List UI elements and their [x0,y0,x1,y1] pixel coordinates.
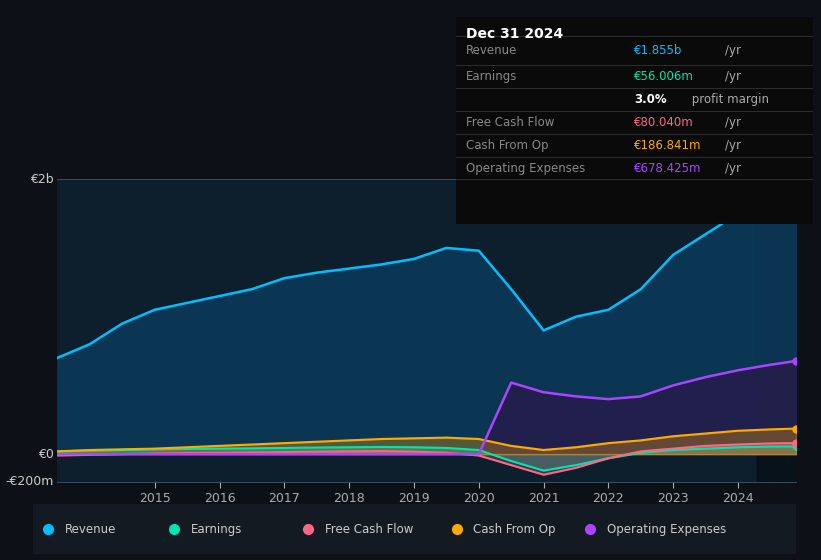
Text: /yr: /yr [725,139,741,152]
Text: Earnings: Earnings [191,522,242,536]
Text: €56.006m: €56.006m [635,71,694,83]
Text: Revenue: Revenue [65,522,117,536]
Text: Dec 31 2024: Dec 31 2024 [466,27,564,41]
Text: Operating Expenses: Operating Expenses [466,161,585,175]
Text: Revenue: Revenue [466,44,518,58]
Bar [758,179,803,482]
Text: Operating Expenses: Operating Expenses [607,522,727,536]
Text: /yr: /yr [725,116,741,129]
Text: Earnings: Earnings [466,71,518,83]
Text: €186.841m: €186.841m [635,139,702,152]
Text: 3.0%: 3.0% [635,93,667,106]
Text: Free Cash Flow: Free Cash Flow [324,522,413,536]
Text: /yr: /yr [725,44,741,58]
Text: €1.855b: €1.855b [635,44,682,58]
Text: profit margin: profit margin [688,93,768,106]
Text: €0: €0 [38,447,54,461]
Text: €678.425m: €678.425m [635,161,702,175]
Text: /yr: /yr [725,161,741,175]
Text: Cash From Op: Cash From Op [466,139,549,152]
Text: Free Cash Flow: Free Cash Flow [466,116,555,129]
Text: -€200m: -€200m [6,475,54,488]
Text: Cash From Op: Cash From Op [474,522,556,536]
Text: €80.040m: €80.040m [635,116,694,129]
Text: €2b: €2b [30,172,54,186]
Text: /yr: /yr [725,71,741,83]
